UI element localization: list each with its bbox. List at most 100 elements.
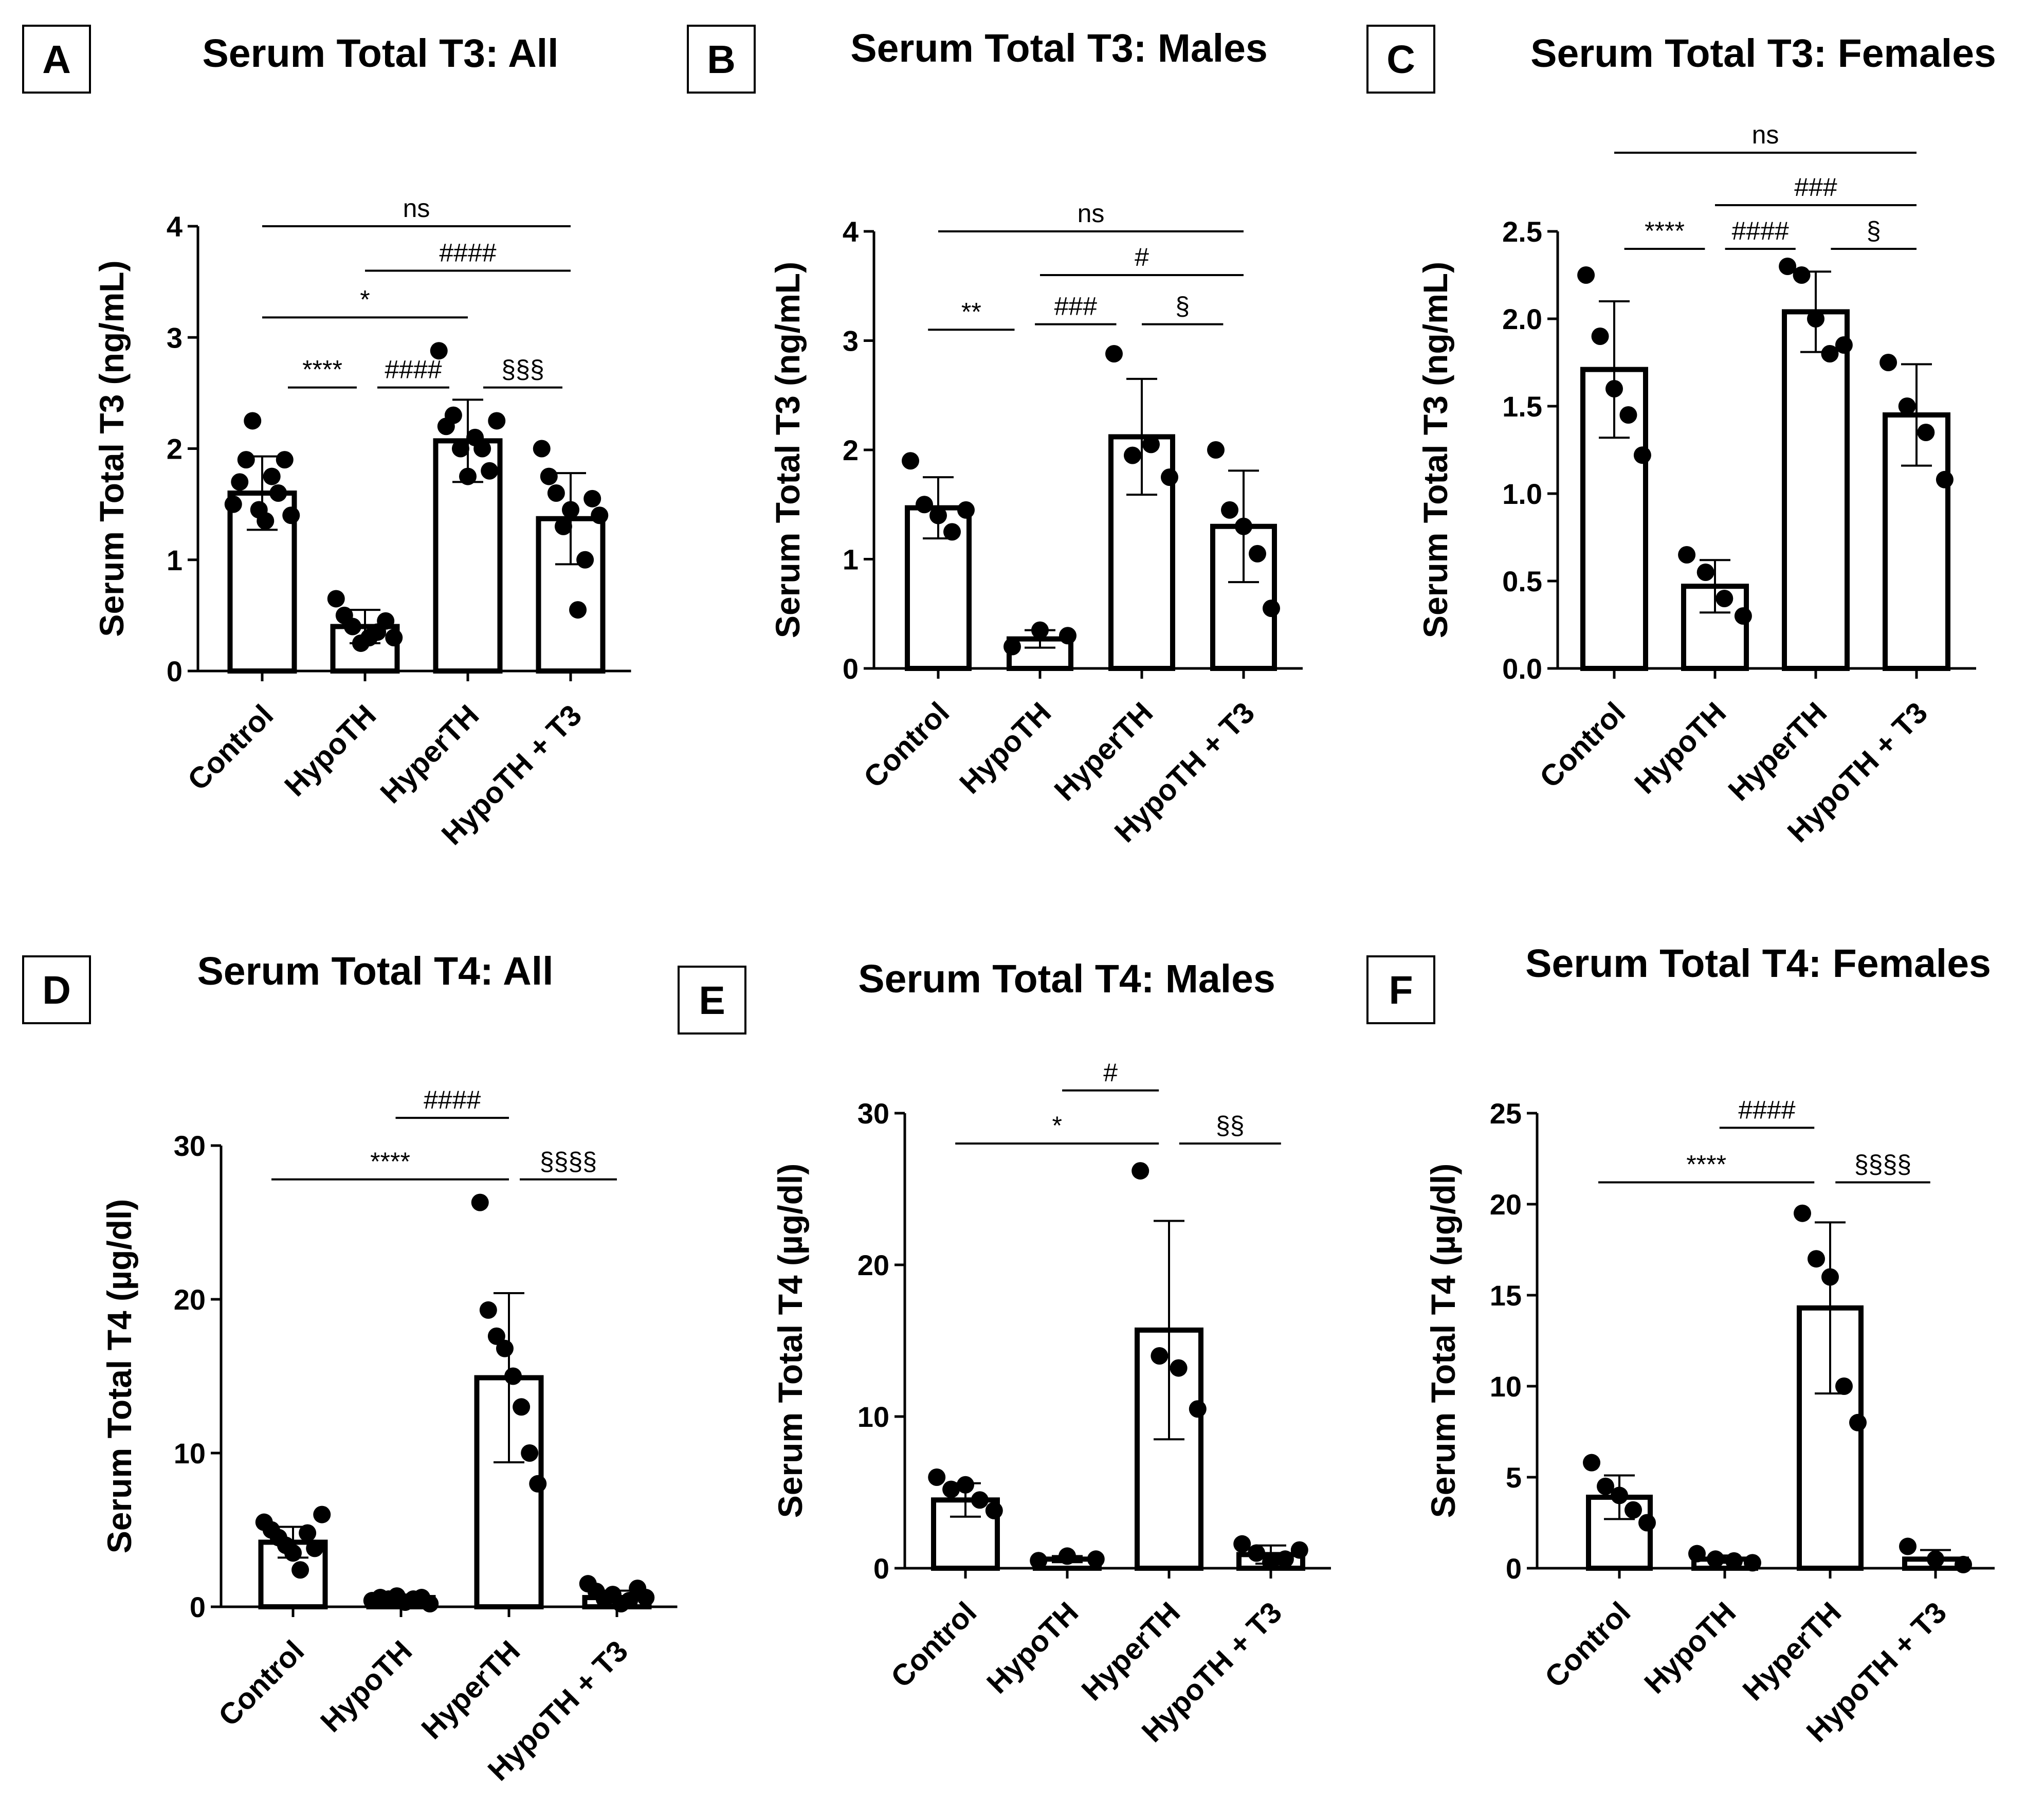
y-tick-label: 2.0: [1502, 303, 1542, 335]
data-point: [1105, 345, 1123, 362]
data-point: [1262, 1553, 1280, 1571]
y-tick-label: 0.5: [1502, 565, 1542, 597]
significance-label: ###: [1054, 292, 1098, 321]
data-point: [916, 496, 933, 514]
data-point: [444, 406, 462, 424]
data-point: [929, 506, 947, 524]
data-point: [1249, 545, 1266, 563]
x-category-label: HypoTH: [1638, 1595, 1742, 1700]
y-tick-label: 2: [167, 433, 182, 465]
y-tick-label: 15: [1490, 1279, 1522, 1312]
panel-letter-box: [22, 25, 91, 94]
chart-title: Serum Total T4: All: [197, 949, 553, 993]
data-point: [1030, 1552, 1048, 1570]
chart-title: Serum Total T3: All: [202, 31, 558, 76]
data-point: [513, 1398, 531, 1416]
panel-f: F Serum Total T4: Females Serum Total T4 (…: [1366, 941, 1995, 1749]
data-point: [957, 501, 975, 519]
data-point: [1031, 621, 1049, 639]
y-tick-label: 3: [167, 321, 182, 354]
panel-letter: A: [42, 38, 71, 82]
data-point: [481, 462, 499, 480]
data-point: [487, 1327, 505, 1345]
data-point: [284, 1544, 302, 1562]
y-tick-label: 20: [857, 1249, 889, 1281]
data-point: [985, 1501, 1003, 1519]
data-point: [377, 612, 395, 630]
significance-label: §§§: [501, 355, 544, 384]
data-point: [1059, 627, 1076, 645]
significance-label: §: [1867, 216, 1881, 245]
data-point: [276, 451, 294, 469]
significance-label: ns: [403, 194, 430, 223]
data-point: [942, 1480, 960, 1498]
data-point: [1235, 517, 1252, 535]
panel-letter-box: [1366, 25, 1435, 94]
data-point: [1605, 380, 1623, 397]
data-point: [1638, 1514, 1656, 1532]
data-point: [1898, 397, 1916, 415]
data-point: [1087, 1550, 1105, 1568]
data-point: [237, 451, 255, 469]
data-point: [1821, 1268, 1839, 1286]
data-point: [583, 489, 601, 507]
data-point: [1696, 564, 1714, 581]
panel-d: D Serum Total T4: All Serum Total T4 (µg/d…: [22, 949, 678, 1787]
panel-c: C Serum Total T3: Females Serum Total T3 (…: [1366, 25, 1996, 849]
data-point: [547, 484, 565, 502]
panel-letter-box: [1366, 955, 1435, 1024]
data-point: [224, 495, 242, 513]
data-point: [1003, 638, 1021, 656]
panel-b: B Serum Total T3: Males Serum Total T3 (ng…: [687, 25, 1303, 849]
data-point: [1597, 1477, 1614, 1495]
data-point: [591, 506, 609, 524]
y-tick-label: 10: [857, 1401, 889, 1433]
data-point: [1625, 1501, 1642, 1519]
data-point: [620, 1592, 638, 1610]
data-point: [1835, 1377, 1853, 1395]
x-category-label: HyperTH: [415, 1634, 526, 1746]
data-point: [479, 1301, 497, 1319]
data-point: [1577, 266, 1595, 284]
data-point: [1955, 1555, 1972, 1573]
x-category-label: Control: [1533, 696, 1632, 794]
data-point: [562, 501, 579, 519]
y-axis-label: Serum Total T4 (µg/dl): [771, 1164, 809, 1518]
data-point: [1793, 266, 1811, 284]
data-point: [313, 1505, 331, 1523]
data-point: [343, 618, 361, 636]
significance-label: ns: [1752, 120, 1779, 149]
significance-label: §: [1175, 292, 1190, 321]
significance-label: ####: [424, 1085, 481, 1114]
data-point: [1835, 336, 1853, 354]
y-tick-label: 1.5: [1502, 390, 1542, 423]
y-axis-label: Serum Total T4 (µg/dl): [1424, 1164, 1462, 1518]
significance-label: ####: [1738, 1095, 1795, 1124]
y-axis-label: Serum Total T3 (ng/mL): [1416, 262, 1454, 638]
significance-label: #: [1103, 1058, 1118, 1087]
data-point: [1678, 546, 1696, 564]
panel-letter: E: [699, 978, 725, 1023]
data-point: [1821, 345, 1839, 362]
data-point: [1633, 446, 1651, 464]
data-point: [1707, 1550, 1724, 1568]
data-point: [504, 1367, 522, 1385]
significance-label: ****: [370, 1147, 410, 1176]
data-point: [1142, 436, 1160, 454]
chart-title: Serum Total T4: Females: [1525, 941, 1991, 986]
panel-letter: C: [1386, 38, 1415, 82]
data-point: [1591, 328, 1609, 345]
data-point: [1899, 1537, 1917, 1555]
data-point: [943, 523, 961, 541]
y-tick-label: 30: [174, 1130, 206, 1162]
data-point: [299, 1524, 317, 1542]
data-point: [902, 452, 919, 470]
significance-label: ####: [439, 239, 496, 267]
y-tick-label: 20: [174, 1283, 206, 1316]
significance-label: §§: [1216, 1111, 1245, 1140]
x-category-label: HyperTH: [374, 698, 485, 810]
data-point: [1936, 470, 1954, 488]
data-point: [1879, 354, 1897, 371]
x-category-label: Control: [181, 698, 280, 797]
data-point: [1619, 406, 1637, 424]
